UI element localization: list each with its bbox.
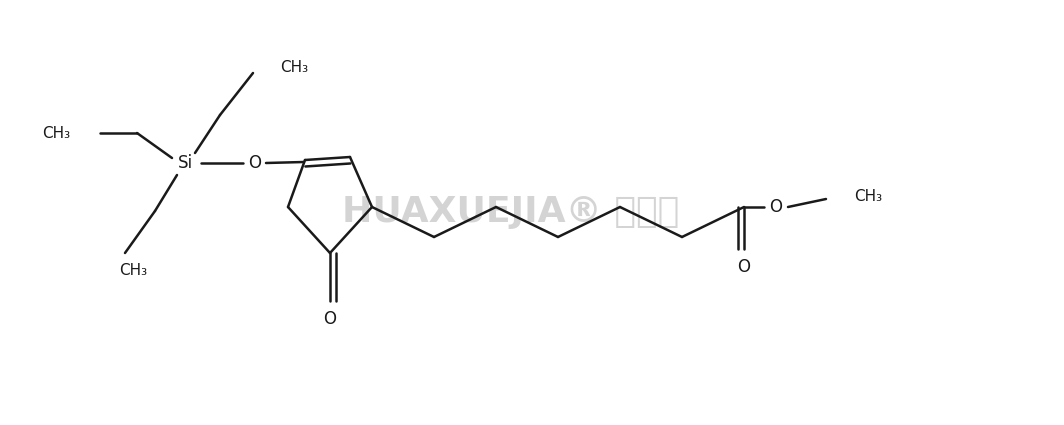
Text: CH₃: CH₃ xyxy=(41,125,70,141)
Text: CH₃: CH₃ xyxy=(119,264,147,278)
Text: O: O xyxy=(323,310,336,328)
Text: Si: Si xyxy=(178,154,193,172)
Text: O: O xyxy=(769,198,782,216)
Text: O: O xyxy=(249,154,262,172)
Text: HUAXUEJIA® 化学加: HUAXUEJIA® 化学加 xyxy=(343,196,679,230)
Text: CH₃: CH₃ xyxy=(854,190,882,204)
Text: CH₃: CH₃ xyxy=(280,60,309,76)
Text: O: O xyxy=(737,258,750,276)
